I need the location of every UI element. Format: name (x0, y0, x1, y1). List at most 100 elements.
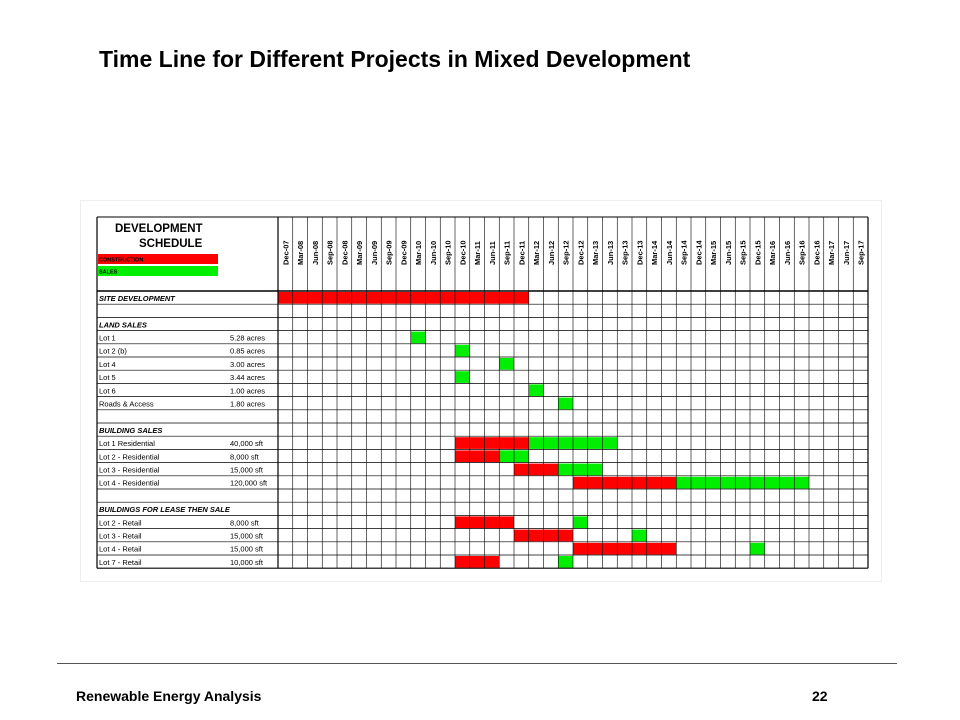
period-label: Sep-08 (326, 240, 335, 265)
period-label: Jun-09 (370, 241, 379, 265)
period-label: Dec-09 (399, 240, 408, 265)
sales-bar (573, 516, 588, 529)
row-size: 40,000 sft (230, 439, 264, 448)
period-label: Dec-15 (753, 240, 762, 265)
period-label: Mar-14 (650, 240, 659, 265)
row-size: 5.28 acres (230, 334, 265, 343)
row-size: 120,000 sft (230, 479, 268, 488)
section-label: BUILDINGS FOR LEASE THEN SALE (99, 505, 231, 514)
row-label: Lot 2 (b) (99, 347, 127, 356)
legend-label-sales: SALES (99, 270, 118, 276)
period-label: Dec-13 (635, 240, 644, 265)
row-label: Lot 2 - Residential (99, 452, 160, 461)
sales-bar (410, 331, 426, 344)
period-label: Sep-13 (621, 240, 630, 265)
period-label: Mar-08 (296, 241, 305, 265)
period-label: Jun-12 (547, 241, 556, 265)
period-label: Mar-15 (709, 241, 718, 265)
construction-bar (278, 292, 529, 304)
schedule-title-line-1: DEVELOPMENT (115, 223, 203, 235)
period-label: Dec-10 (458, 240, 467, 265)
schedule-title-line-2: SCHEDULE (139, 238, 203, 250)
gantt-chart: DEVELOPMENT SCHEDULE CONSTRUCTION SALES Dec-… (96, 216, 869, 569)
period-label: Sep-10 (444, 240, 453, 265)
period-label: Dec-12 (576, 240, 585, 265)
period-label: Mar-10 (414, 241, 423, 265)
sales-bar (632, 529, 647, 542)
period-label: Mar-09 (355, 241, 364, 265)
period-label: Dec-07 (281, 240, 290, 265)
row-size: 8,000 sft (230, 518, 260, 527)
construction-bar (573, 542, 677, 555)
period-label: Jun-16 (783, 241, 792, 265)
period-label: Sep-09 (385, 240, 394, 265)
legend-label-construction: CONSTRUCTION (99, 258, 143, 264)
row-label: Lot 4 - Retail (99, 545, 142, 554)
row-label: Lot 4 (99, 360, 116, 369)
footer-title: Renewable Energy Analysis (76, 688, 262, 704)
row-label: Lot 5 (99, 373, 116, 382)
row-size: 3.44 acres (230, 373, 265, 382)
sales-bar (528, 384, 544, 397)
period-label: Dec-16 (812, 240, 821, 265)
row-size: 15,000 sft (230, 545, 264, 554)
period-label: Jun-08 (311, 241, 320, 265)
period-label: Mar-12 (532, 241, 541, 265)
row-size: 0.85 acres (230, 347, 265, 356)
period-label: Jun-14 (665, 240, 674, 265)
row-label: Lot 7 - Retail (99, 558, 142, 567)
row-size: 1.80 acres (230, 400, 265, 409)
period-label: Jun-10 (429, 241, 438, 265)
sales-bar (750, 542, 765, 555)
period-label: Sep-16 (798, 240, 807, 265)
section-label: LAND SALES (99, 320, 147, 329)
period-label: Dec-08 (340, 240, 349, 265)
sales-bar (676, 476, 809, 489)
footer-divider (57, 663, 897, 664)
period-label: Jun-11 (488, 241, 497, 265)
period-label: Dec-11 (517, 241, 526, 265)
period-label: Jun-13 (606, 241, 615, 265)
legend-swatch-construction (98, 254, 218, 264)
section-label: BUILDING SALES (99, 426, 162, 435)
row-size: 3.00 acres (230, 360, 265, 369)
construction-bar (573, 476, 677, 489)
construction-bar (455, 437, 529, 449)
row-label: Lot 3 - Residential (99, 466, 160, 475)
row-size: 10,000 sft (230, 558, 264, 567)
row-label: Lot 1 Residential (99, 439, 155, 448)
sales-bar (455, 344, 470, 357)
slide-title: Time Line for Different Projects in Mixe… (99, 46, 691, 72)
construction-bar (455, 450, 500, 463)
row-label: Lot 2 - Retail (99, 518, 142, 527)
row-size: 1.00 acres (230, 386, 265, 395)
section-label: SITE DEVELOPMENT (99, 294, 176, 303)
page-number: 22 (812, 688, 828, 704)
row-label: Lot 6 (99, 386, 116, 395)
row-size: 15,000 sft (230, 466, 264, 475)
period-label: Mar-16 (768, 241, 777, 265)
period-label: Mar-17 (827, 241, 836, 265)
period-label: Sep-11 (503, 241, 512, 265)
construction-bar (455, 556, 500, 568)
sales-bar (558, 397, 573, 410)
period-label: Mar-11 (473, 241, 482, 265)
period-label: Sep-15 (739, 240, 748, 265)
period-label: Mar-13 (591, 241, 600, 265)
row-size: 15,000 sft (230, 532, 264, 541)
period-label: Jun-17 (842, 241, 851, 265)
development-schedule-figure: DEVELOPMENT SCHEDULE CONSTRUCTION SALES Dec-… (80, 200, 882, 582)
row-label: Lot 1 (99, 334, 116, 343)
legend-swatch-sales (98, 266, 218, 276)
sales-bar (499, 358, 514, 370)
construction-bar (514, 463, 559, 476)
period-label: Dec-14 (694, 240, 703, 265)
period-label: Sep-12 (562, 240, 571, 265)
row-label: Roads & Access (99, 400, 154, 409)
sales-bar (455, 371, 470, 383)
period-label: Sep-17 (857, 240, 866, 265)
row-label: Lot 4 - Residential (99, 479, 160, 488)
row-label: Lot 3 - Retail (99, 532, 142, 541)
row-size: 8,000 sft (230, 452, 260, 461)
period-label: Jun-15 (724, 241, 733, 265)
